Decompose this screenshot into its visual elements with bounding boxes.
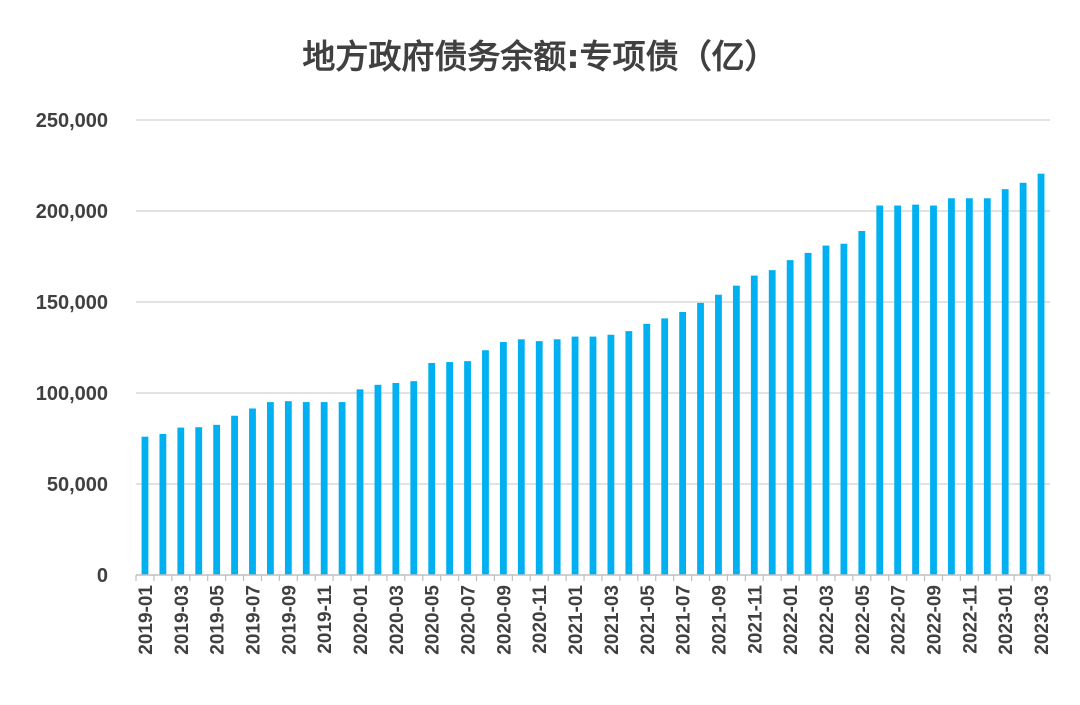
bar [267,402,274,575]
x-tick-label: 2019-03 [172,585,193,655]
bar [410,381,418,575]
y-tick-label: 100,000 [36,383,108,405]
x-tick-label: 2022-05 [853,585,874,655]
bar [392,382,400,575]
bar [141,436,149,575]
x-tick-label: 2019-01 [136,585,157,655]
bar [786,260,794,575]
bar [822,245,830,575]
bar [840,243,848,575]
x-tick-label: 2021-05 [638,585,659,655]
x-tick-label: 2019-07 [243,585,264,655]
bar [482,350,489,575]
bar [249,408,256,575]
bar [589,336,597,575]
bar [679,312,687,575]
bar [177,427,185,575]
bar [535,341,543,575]
bar [320,402,328,575]
x-tick-label: 2020-09 [494,585,515,655]
bar [571,336,579,575]
bar [948,198,955,575]
x-tick-label: 2022-01 [781,585,802,655]
bar [732,285,740,575]
bar [697,302,704,575]
bar [643,323,651,575]
bar [876,205,884,576]
x-tick-label: 2021-03 [602,585,623,655]
bar [499,342,507,575]
bar [356,389,364,575]
bar [750,275,758,575]
x-tick-label: 2020-07 [459,585,480,655]
y-tick-label: 50,000 [47,474,108,496]
x-tick-label: 2021-11 [745,585,766,654]
x-tick-label: 2019-09 [279,585,300,655]
y-tick-label: 150,000 [36,292,108,314]
x-tick-label: 2023-03 [1032,585,1053,655]
bar [965,198,973,575]
x-tick-label: 2020-05 [423,585,444,655]
x-tick-label: 2020-01 [351,585,372,655]
bar [338,402,346,575]
y-tick-label: 200,000 [36,201,108,223]
bar [983,198,991,575]
bar [715,294,722,575]
bar [607,334,615,575]
bar [804,252,812,576]
bar [1001,189,1009,575]
bar [159,433,167,575]
bar [768,270,776,575]
x-tick-label: 2021-07 [674,585,695,655]
bar [231,415,238,575]
x-tick-label: 2021-09 [709,585,730,655]
bar [625,331,633,575]
x-tick-label: 2023-01 [996,585,1017,655]
x-tick-label: 2021-01 [566,585,587,655]
x-tick-label: 2022-11 [960,585,981,654]
bar [553,339,561,575]
bar [213,424,221,575]
x-tick-label: 2019-11 [315,585,336,654]
x-tick-label: 2020-11 [530,585,551,654]
bar [912,204,919,575]
bar [464,361,471,575]
bar [858,231,866,575]
x-tick-label: 2022-03 [817,585,838,655]
bar [302,402,310,575]
bar [428,362,436,575]
axes: 0 50,000 100,000 150,000 200,000 250,000 2019-… [36,110,1053,655]
bar [1019,182,1027,576]
y-tick-label: 0 [97,565,108,587]
bar [1037,173,1045,575]
bar [930,205,937,576]
x-tick-label: 2022-09 [925,585,946,655]
bars [141,173,1045,576]
chart-title: 地方政府债务余额:专项债（亿） [302,37,778,76]
x-tick-label: 2020-03 [387,585,408,655]
bar [195,427,203,575]
x-tick-label: 2022-07 [889,585,910,655]
bar [517,339,525,575]
bar [661,318,669,575]
y-tick-label: 250,000 [36,110,108,132]
bar [374,384,382,575]
bar [284,401,292,575]
bar [894,205,902,576]
bar [446,362,454,575]
x-tick-label: 2019-05 [208,585,229,655]
